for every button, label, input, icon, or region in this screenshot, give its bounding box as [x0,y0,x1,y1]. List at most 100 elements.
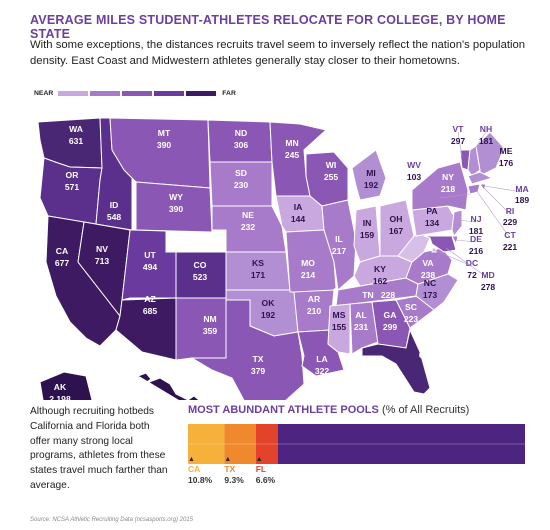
state-miles-nd: 306 [234,140,249,150]
state-abbr-dc: DC [466,258,478,268]
note-text: Although recruiting hotbeds California a… [30,406,168,491]
state-abbr-ky: KY [374,264,386,274]
state-miles-nm: 359 [203,326,218,336]
state-miles-ma: 189 [515,195,530,205]
pool-label-fl: ▲ FL 6.6% [256,456,275,486]
state-miles-me: 176 [499,158,514,168]
state-miles-pa: 134 [425,218,440,228]
state-miles-dc: 72 [467,270,477,280]
state-abbr-al: AL [355,310,366,320]
state-ct [467,183,481,195]
state-miles-ok: 192 [261,310,276,320]
state-abbr-md: MD [481,270,494,280]
state-abbr-az: AZ [144,294,155,304]
state-ny [411,161,469,211]
pool-name: FL [255,464,267,474]
state-abbr-ms: MS [333,310,346,320]
leader-line [457,219,477,223]
state-ms [327,303,351,355]
state-abbr-ia: IA [294,202,303,212]
legend-swatch [186,90,217,96]
leader-line [483,185,523,193]
state-ak [39,371,93,400]
state-abbr-ca: CA [56,246,68,256]
state-miles-ny: 218 [441,184,456,194]
triangle-icon: ▲ [188,456,195,463]
legend-swatch [154,90,185,96]
state-miles-mn: 245 [285,150,300,160]
state-il [321,199,357,291]
state-al [349,301,379,355]
state-ma [467,171,494,185]
state-miles-nj: 181 [469,226,484,236]
state-miles-ne: 232 [241,222,256,232]
state-miles-vt: 297 [451,136,466,146]
state-abbr-ks: KS [252,258,264,268]
state-abbr-fl: FL [421,338,432,348]
state-miles-fl: 620 [419,350,434,360]
state-abbr-va: VA [422,258,433,268]
pools-title: MOST ABUNDANT ATHLETE POOLS (% of All Re… [188,404,469,416]
state-miles-mt: 390 [157,140,172,150]
legend-far-label: FAR [222,89,236,97]
state-abbr-co: CO [194,260,207,270]
state-miles-id: 548 [107,212,122,222]
state-abbr-mn: MN [285,138,298,148]
leader-line [445,247,489,279]
state-miles-ia: 144 [291,214,306,224]
state-miles-ct: 221 [503,242,518,252]
state-miles-in: 159 [360,230,375,240]
state-abbr-tn: TN [362,290,373,300]
state-miles-sd: 230 [234,180,249,190]
state-abbr-ma: MA [515,184,528,194]
state-abbr-sc: SC [405,302,417,312]
state-abbr-me: ME [500,146,513,156]
state-abbr-nh: NH [480,124,492,134]
state-abbr-la: LA [316,354,327,364]
state-miles-ms: 155 [332,322,347,332]
state-abbr-in: IN [363,218,372,228]
pools-bar [188,424,525,464]
state-miles-mi: 192 [364,180,379,190]
legend-swatch [58,90,89,96]
state-abbr-de: DE [470,234,482,244]
state-miles-tn: 228 [381,290,396,300]
pool-bar-fl [255,424,278,464]
state-abbr-wy: WY [169,192,183,202]
state-abbr-ne: NE [242,210,254,220]
state-nj [451,209,463,238]
legend-near-label: NEAR [34,89,54,97]
source-note: Source: NCSA Athletic Recruiting Data (n… [30,517,193,523]
pools-title-sub: (% of All Recruits) [381,404,470,416]
pool-label-tx: ▲ TX 9.3% [224,456,243,486]
state-abbr-nj: NJ [471,214,482,224]
state-abbr-wa: WA [69,124,83,134]
leader-line [475,189,511,239]
state-abbr-nd: ND [235,128,247,138]
state-miles-tx: 379 [251,366,266,376]
state-miles-wa: 631 [69,136,84,146]
state-abbr-wi: WI [326,160,337,170]
state-abbr-mo: MO [301,258,315,268]
state-wy [135,181,213,233]
state-abbr-pa: PA [426,206,437,216]
state-hi [136,372,200,400]
pool-percent: 9.3% [224,475,244,485]
legend: NEAR FAR [34,88,236,98]
state-miles-il: 217 [332,246,347,256]
leader-line [455,239,477,243]
leader-line [473,131,487,151]
pool-name: TX [224,464,236,474]
pool-bar-tx [224,424,256,464]
state-abbr-ct: CT [504,230,516,240]
state-nm [175,297,227,361]
state-mi [351,149,387,201]
state-miles-ks: 171 [251,270,266,280]
pool-percent: 10.8% [188,475,213,485]
pool-label-ca: ▲ CA 10.8% [188,456,212,486]
state-miles-va: 238 [421,270,436,280]
state-miles-de: 216 [469,246,484,256]
state-abbr-mi: MI [366,168,376,178]
state-miles-ar: 210 [307,306,322,316]
state-abbr-nv: NV [96,244,108,254]
